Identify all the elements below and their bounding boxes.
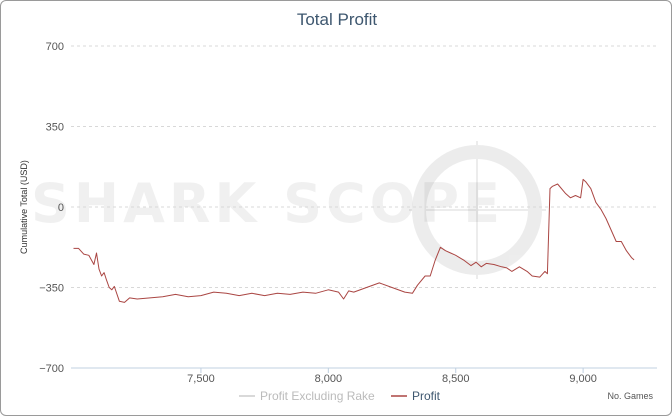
x-axis-ticks: 7,500 8,000 8,500 9,000: [187, 368, 597, 385]
watermark-crosshair: [409, 141, 546, 279]
y-tick-label: 0: [58, 202, 64, 214]
watermark-text: SHARK SCOPE: [31, 172, 504, 235]
y-tick-label: −350: [39, 283, 64, 295]
series-line-profit: [73, 178, 635, 303]
x-tick-label: 8,000: [315, 373, 343, 385]
series-lines: [73, 178, 635, 303]
legend-label: Profit: [412, 389, 441, 403]
chart-title: Total Profit: [297, 10, 378, 29]
legend: Profit Excluding Rake Profit: [239, 389, 441, 403]
y-gridlines: [71, 45, 657, 288]
y-axis-label: Cumulative Total (USD): [19, 160, 29, 254]
x-tick-label: 9,000: [569, 373, 597, 385]
x-tick-label: 8,500: [442, 373, 470, 385]
legend-label: Profit Excluding Rake: [260, 389, 375, 403]
x-tick-label: 7,500: [187, 373, 215, 385]
y-tick-label: 350: [46, 122, 64, 134]
legend-item-profit-excluding-rake[interactable]: Profit Excluding Rake: [239, 389, 375, 403]
y-tick-label: 700: [46, 41, 64, 53]
y-tick-label: −700: [39, 363, 64, 375]
y-axis-ticks: −700 −350 0 350 700: [39, 41, 64, 375]
legend-item-profit[interactable]: Profit: [391, 389, 441, 403]
x-axis-label: No. Games: [607, 391, 653, 401]
